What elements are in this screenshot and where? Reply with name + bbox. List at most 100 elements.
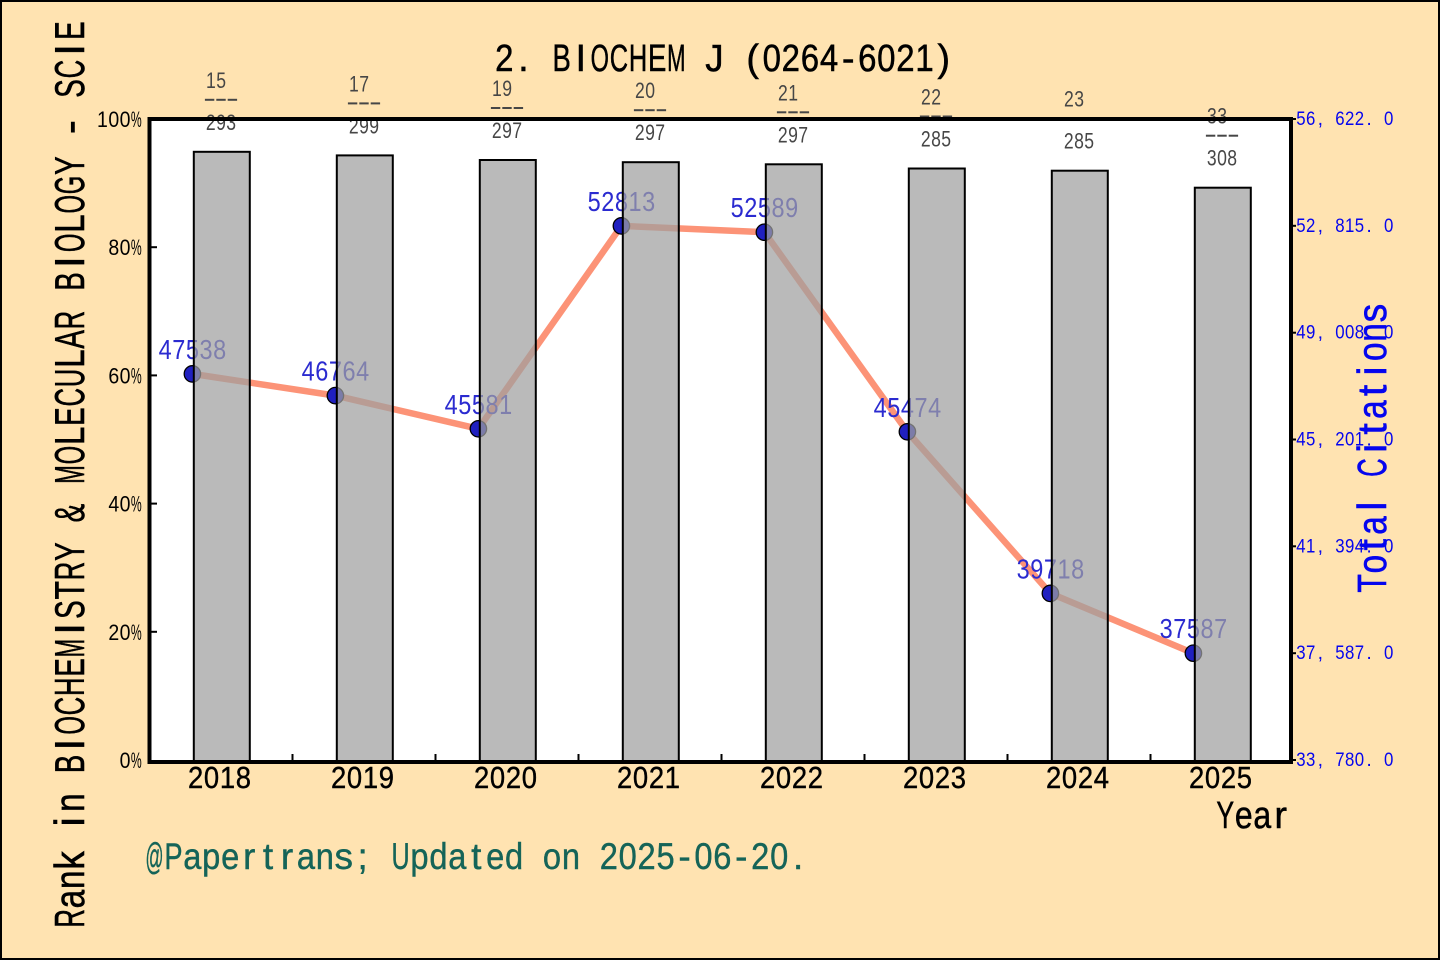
svg-text:M: M: [46, 465, 93, 484]
svg-text:0: 0: [1384, 429, 1393, 451]
svg-text:C: C: [1349, 458, 1395, 477]
svg-text:r: r: [243, 836, 255, 877]
svg-text:s: s: [1349, 304, 1395, 323]
svg-text:i: i: [1349, 366, 1395, 375]
svg-text:.: .: [1366, 322, 1371, 344]
svg-text:0: 0: [347, 760, 362, 795]
svg-text:I: I: [46, 623, 93, 635]
svg-text:,: ,: [1318, 322, 1323, 344]
svg-text:2: 2: [1078, 760, 1093, 795]
svg-text:I: I: [46, 739, 93, 751]
svg-text:%: %: [131, 235, 142, 260]
svg-text:9: 9: [1030, 553, 1043, 584]
svg-text:5: 5: [887, 392, 900, 423]
svg-text:2: 2: [506, 760, 521, 795]
svg-text:a: a: [1253, 795, 1271, 837]
svg-text:L: L: [46, 427, 93, 446]
svg-text:C: C: [46, 697, 93, 716]
svg-text:O: O: [46, 195, 93, 214]
svg-text:8: 8: [1345, 749, 1354, 771]
svg-text:7: 7: [1173, 613, 1186, 644]
svg-text:.: .: [793, 836, 803, 877]
svg-text:0: 0: [120, 748, 131, 773]
svg-text:E: E: [648, 38, 666, 80]
svg-text:3: 3: [226, 110, 236, 135]
svg-text:0: 0: [120, 620, 131, 645]
svg-text:5: 5: [216, 68, 226, 93]
svg-text:0: 0: [763, 38, 781, 80]
svg-text:n: n: [316, 836, 334, 877]
svg-text:e: e: [1235, 795, 1253, 837]
svg-text:3: 3: [1296, 642, 1305, 664]
svg-text:a: a: [1349, 516, 1395, 535]
svg-text:0: 0: [120, 235, 131, 260]
svg-text:3: 3: [951, 760, 966, 795]
svg-text:e: e: [221, 836, 239, 877]
svg-text:8: 8: [1335, 215, 1344, 237]
svg-text:t: t: [1349, 423, 1395, 435]
svg-text:5: 5: [1355, 215, 1364, 237]
svg-text:0: 0: [694, 836, 712, 877]
svg-text:8: 8: [931, 126, 941, 151]
svg-text:o: o: [543, 836, 561, 877]
svg-text:.: .: [518, 38, 529, 80]
svg-text:2: 2: [1345, 108, 1354, 130]
svg-text:3: 3: [1074, 87, 1084, 112]
svg-text:n: n: [46, 870, 93, 889]
svg-text:A: A: [46, 330, 93, 349]
svg-text:8: 8: [1345, 642, 1354, 664]
svg-text:2: 2: [903, 760, 918, 795]
svg-text:1: 1: [349, 71, 359, 96]
svg-text:o: o: [1349, 342, 1395, 361]
svg-text:4: 4: [159, 334, 172, 365]
svg-text:I: I: [46, 44, 93, 56]
svg-text:H: H: [629, 38, 647, 80]
svg-text:C: C: [610, 38, 628, 80]
svg-text:1: 1: [363, 760, 378, 795]
svg-text:S: S: [46, 600, 93, 619]
svg-text:2: 2: [349, 113, 359, 138]
svg-text:;: ;: [358, 836, 368, 877]
svg-text:9: 9: [379, 760, 394, 795]
svg-text:0: 0: [1384, 215, 1393, 237]
svg-text:2: 2: [792, 760, 807, 795]
svg-text:): ): [937, 38, 950, 80]
svg-text:,: ,: [1318, 749, 1323, 771]
svg-text:6: 6: [713, 836, 731, 877]
svg-text:0: 0: [770, 836, 788, 877]
svg-text:.: .: [1366, 535, 1371, 557]
svg-text:t: t: [1349, 384, 1395, 396]
svg-text:2: 2: [600, 836, 618, 877]
svg-text:a: a: [46, 889, 93, 908]
svg-text:6: 6: [1335, 108, 1344, 130]
svg-text:0: 0: [776, 760, 791, 795]
svg-text:%: %: [131, 107, 142, 132]
svg-text:9: 9: [1306, 322, 1315, 344]
svg-text:i: i: [46, 817, 93, 826]
svg-text:M: M: [46, 639, 93, 658]
svg-text:6: 6: [801, 38, 819, 80]
svg-text:6: 6: [315, 356, 328, 387]
svg-text:2: 2: [921, 84, 931, 109]
svg-text:8: 8: [1355, 322, 1364, 344]
svg-text:5: 5: [1296, 215, 1305, 237]
svg-text:1: 1: [97, 107, 108, 132]
svg-text:7: 7: [655, 120, 665, 145]
svg-text:%: %: [131, 748, 142, 773]
svg-text:5: 5: [656, 836, 674, 877]
svg-text:k: k: [46, 850, 93, 869]
svg-text:J: J: [705, 38, 723, 80]
svg-text:B: B: [46, 755, 93, 774]
svg-text:t: t: [471, 836, 482, 877]
svg-text:6: 6: [858, 38, 876, 80]
svg-text:2: 2: [638, 836, 656, 877]
svg-text:,: ,: [1318, 215, 1323, 237]
svg-text:.: .: [1366, 749, 1371, 771]
svg-text:P: P: [164, 836, 182, 877]
svg-text:1: 1: [206, 68, 216, 93]
svg-text:l: l: [1349, 502, 1395, 511]
svg-text:0: 0: [490, 760, 505, 795]
svg-text:6: 6: [108, 363, 119, 388]
svg-text:n: n: [562, 836, 580, 877]
svg-text:9: 9: [502, 118, 512, 143]
